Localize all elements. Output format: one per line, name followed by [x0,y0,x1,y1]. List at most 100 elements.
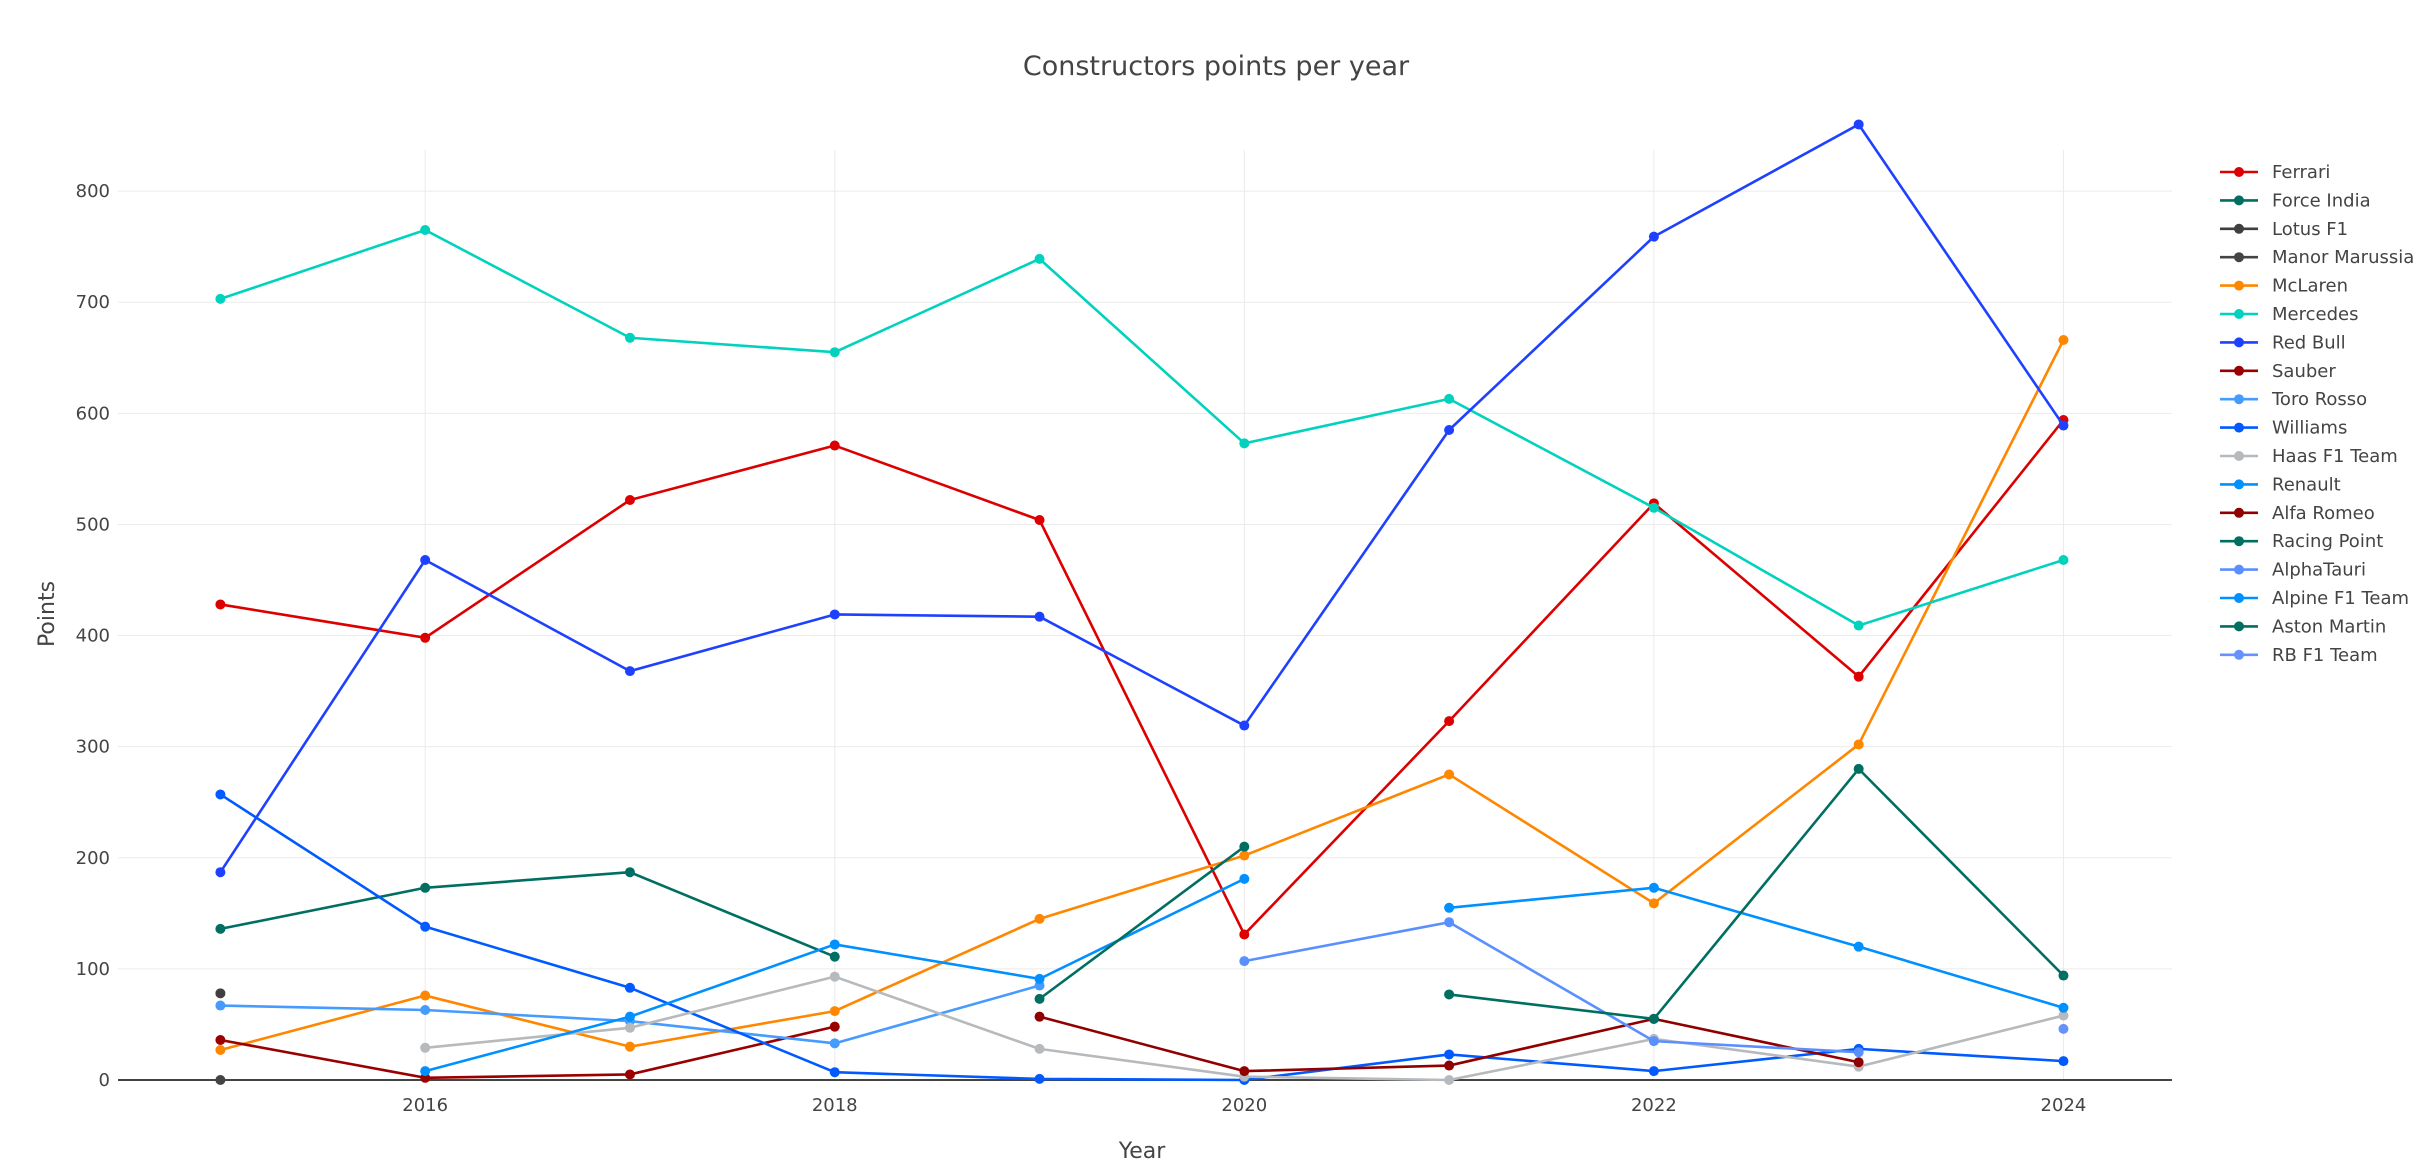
data-point-mercedes[interactable] [624,332,635,343]
data-point-alpine-f1-team[interactable] [1853,941,1864,952]
legend-item-ferrari[interactable]: Ferrari [2220,162,2330,183]
data-point-sauber[interactable] [624,1069,635,1080]
data-point-mclaren[interactable] [829,1006,840,1017]
legend-item-lotus-f1[interactable]: Lotus F1 [2220,219,2348,240]
data-point-alfa-romeo[interactable] [1239,1066,1250,1077]
data-point-haas-f1-team[interactable] [624,1022,635,1033]
data-point-mclaren[interactable] [1853,739,1864,750]
data-point-ferrari[interactable] [420,632,431,643]
data-point-mclaren[interactable] [1648,898,1659,909]
legend-item-haas-f1-team[interactable]: Haas F1 Team [2220,446,2398,467]
data-point-mercedes[interactable] [1034,253,1045,264]
data-point-mercedes[interactable] [1239,438,1250,449]
data-point-alphatauri[interactable] [1239,956,1250,967]
data-point-red-bull[interactable] [420,555,431,565]
data-point-renault[interactable] [420,1066,431,1077]
data-point-force-india[interactable] [215,923,226,934]
data-point-red-bull[interactable] [1853,119,1864,130]
legend-item-racing-point[interactable]: Racing Point [2220,531,2383,552]
data-point-alpine-f1-team[interactable] [2058,1002,2069,1013]
legend-item-alfa-romeo[interactable]: Alfa Romeo [2220,503,2375,524]
data-point-haas-f1-team[interactable] [420,1042,431,1053]
data-point-red-bull[interactable] [1648,231,1659,242]
data-point-alfa-romeo[interactable] [1853,1057,1864,1068]
data-point-mclaren[interactable] [1239,850,1250,861]
data-point-ferrari[interactable] [1853,671,1864,682]
data-point-red-bull[interactable] [624,666,635,677]
data-point-aston-martin[interactable] [1853,763,1864,774]
data-point-mercedes[interactable] [1853,620,1864,631]
data-point-alphatauri[interactable] [1853,1047,1864,1058]
data-point-ferrari[interactable] [829,440,840,451]
data-point-alphatauri[interactable] [1648,1036,1659,1047]
legend-item-force-india[interactable]: Force India [2220,190,2371,211]
data-point-alfa-romeo[interactable] [1444,1060,1455,1071]
data-point-mclaren[interactable] [624,1041,635,1052]
data-point-alfa-romeo[interactable] [1034,1011,1045,1022]
data-point-toro-rosso[interactable] [215,1000,226,1011]
data-point-sauber[interactable] [215,1035,226,1045]
legend-item-rb-f1-team[interactable]: RB F1 Team [2220,645,2378,666]
data-point-ferrari[interactable] [1239,929,1250,940]
data-point-mercedes[interactable] [2058,555,2069,565]
data-point-haas-f1-team[interactable] [1444,1075,1455,1085]
data-point-haas-f1-team[interactable] [2058,1010,2069,1021]
legend-item-alpine-f1-team[interactable]: Alpine F1 Team [2220,588,2409,609]
data-point-williams[interactable] [829,1067,840,1078]
data-point-force-india[interactable] [829,951,840,962]
data-point-toro-rosso[interactable] [829,1038,840,1049]
data-point-racing-point[interactable] [1034,993,1045,1004]
data-point-toro-rosso[interactable] [420,1005,431,1015]
data-point-alpine-f1-team[interactable] [1648,882,1659,893]
data-point-red-bull[interactable] [1239,720,1250,731]
data-point-mercedes[interactable] [1648,502,1659,513]
data-point-williams[interactable] [420,921,431,932]
data-point-renault[interactable] [829,939,840,950]
data-point-aston-martin[interactable] [1444,989,1455,1000]
data-point-mclaren[interactable] [420,990,431,1001]
data-point-racing-point[interactable] [1239,841,1250,852]
data-point-williams[interactable] [1444,1049,1455,1060]
data-point-manor-marussia[interactable] [215,1075,226,1085]
legend-item-mercedes[interactable]: Mercedes [2220,304,2358,325]
data-point-williams[interactable] [215,789,226,800]
data-point-renault[interactable] [1239,873,1250,884]
legend-item-toro-rosso[interactable]: Toro Rosso [2220,389,2367,410]
data-point-haas-f1-team[interactable] [829,971,840,982]
data-point-renault[interactable] [1034,973,1045,984]
legend-item-mclaren[interactable]: McLaren [2220,276,2348,297]
data-point-sauber[interactable] [829,1021,840,1032]
data-point-williams[interactable] [2058,1056,2069,1067]
data-point-mclaren[interactable] [1034,913,1045,924]
legend-item-manor-marussia[interactable]: Manor Marussia [2220,247,2414,268]
legend-item-alphatauri[interactable]: AlphaTauri [2220,560,2366,581]
data-point-williams[interactable] [1648,1066,1659,1077]
data-point-red-bull[interactable] [829,609,840,620]
data-point-red-bull[interactable] [1034,611,1045,622]
legend-item-aston-martin[interactable]: Aston Martin [2220,616,2386,637]
data-point-ferrari[interactable] [1444,716,1455,727]
data-point-red-bull[interactable] [215,867,226,878]
data-point-mercedes[interactable] [215,293,226,304]
data-point-ferrari[interactable] [1034,515,1045,525]
data-point-mercedes[interactable] [829,347,840,358]
data-point-renault[interactable] [624,1011,635,1022]
data-point-lotus-f1[interactable] [215,988,226,999]
data-point-aston-martin[interactable] [1648,1013,1659,1024]
legend-item-sauber[interactable]: Sauber [2220,361,2336,382]
data-point-force-india[interactable] [420,882,431,893]
legend-item-red-bull[interactable]: Red Bull [2220,332,2346,353]
legend-item-renault[interactable]: Renault [2220,474,2341,495]
data-point-mclaren[interactable] [1444,769,1455,780]
data-point-williams[interactable] [1034,1073,1045,1084]
data-point-ferrari[interactable] [215,599,226,610]
data-point-aston-martin[interactable] [2058,970,2069,981]
legend-item-williams[interactable]: Williams [2220,418,2347,439]
data-point-rb-f1-team[interactable] [2058,1023,2069,1034]
data-point-ferrari[interactable] [624,495,635,505]
data-point-red-bull[interactable] [1444,425,1455,435]
data-point-alphatauri[interactable] [1444,917,1455,928]
data-point-mercedes[interactable] [1444,393,1455,404]
data-point-mclaren[interactable] [215,1045,226,1055]
data-point-red-bull[interactable] [2058,420,2069,431]
